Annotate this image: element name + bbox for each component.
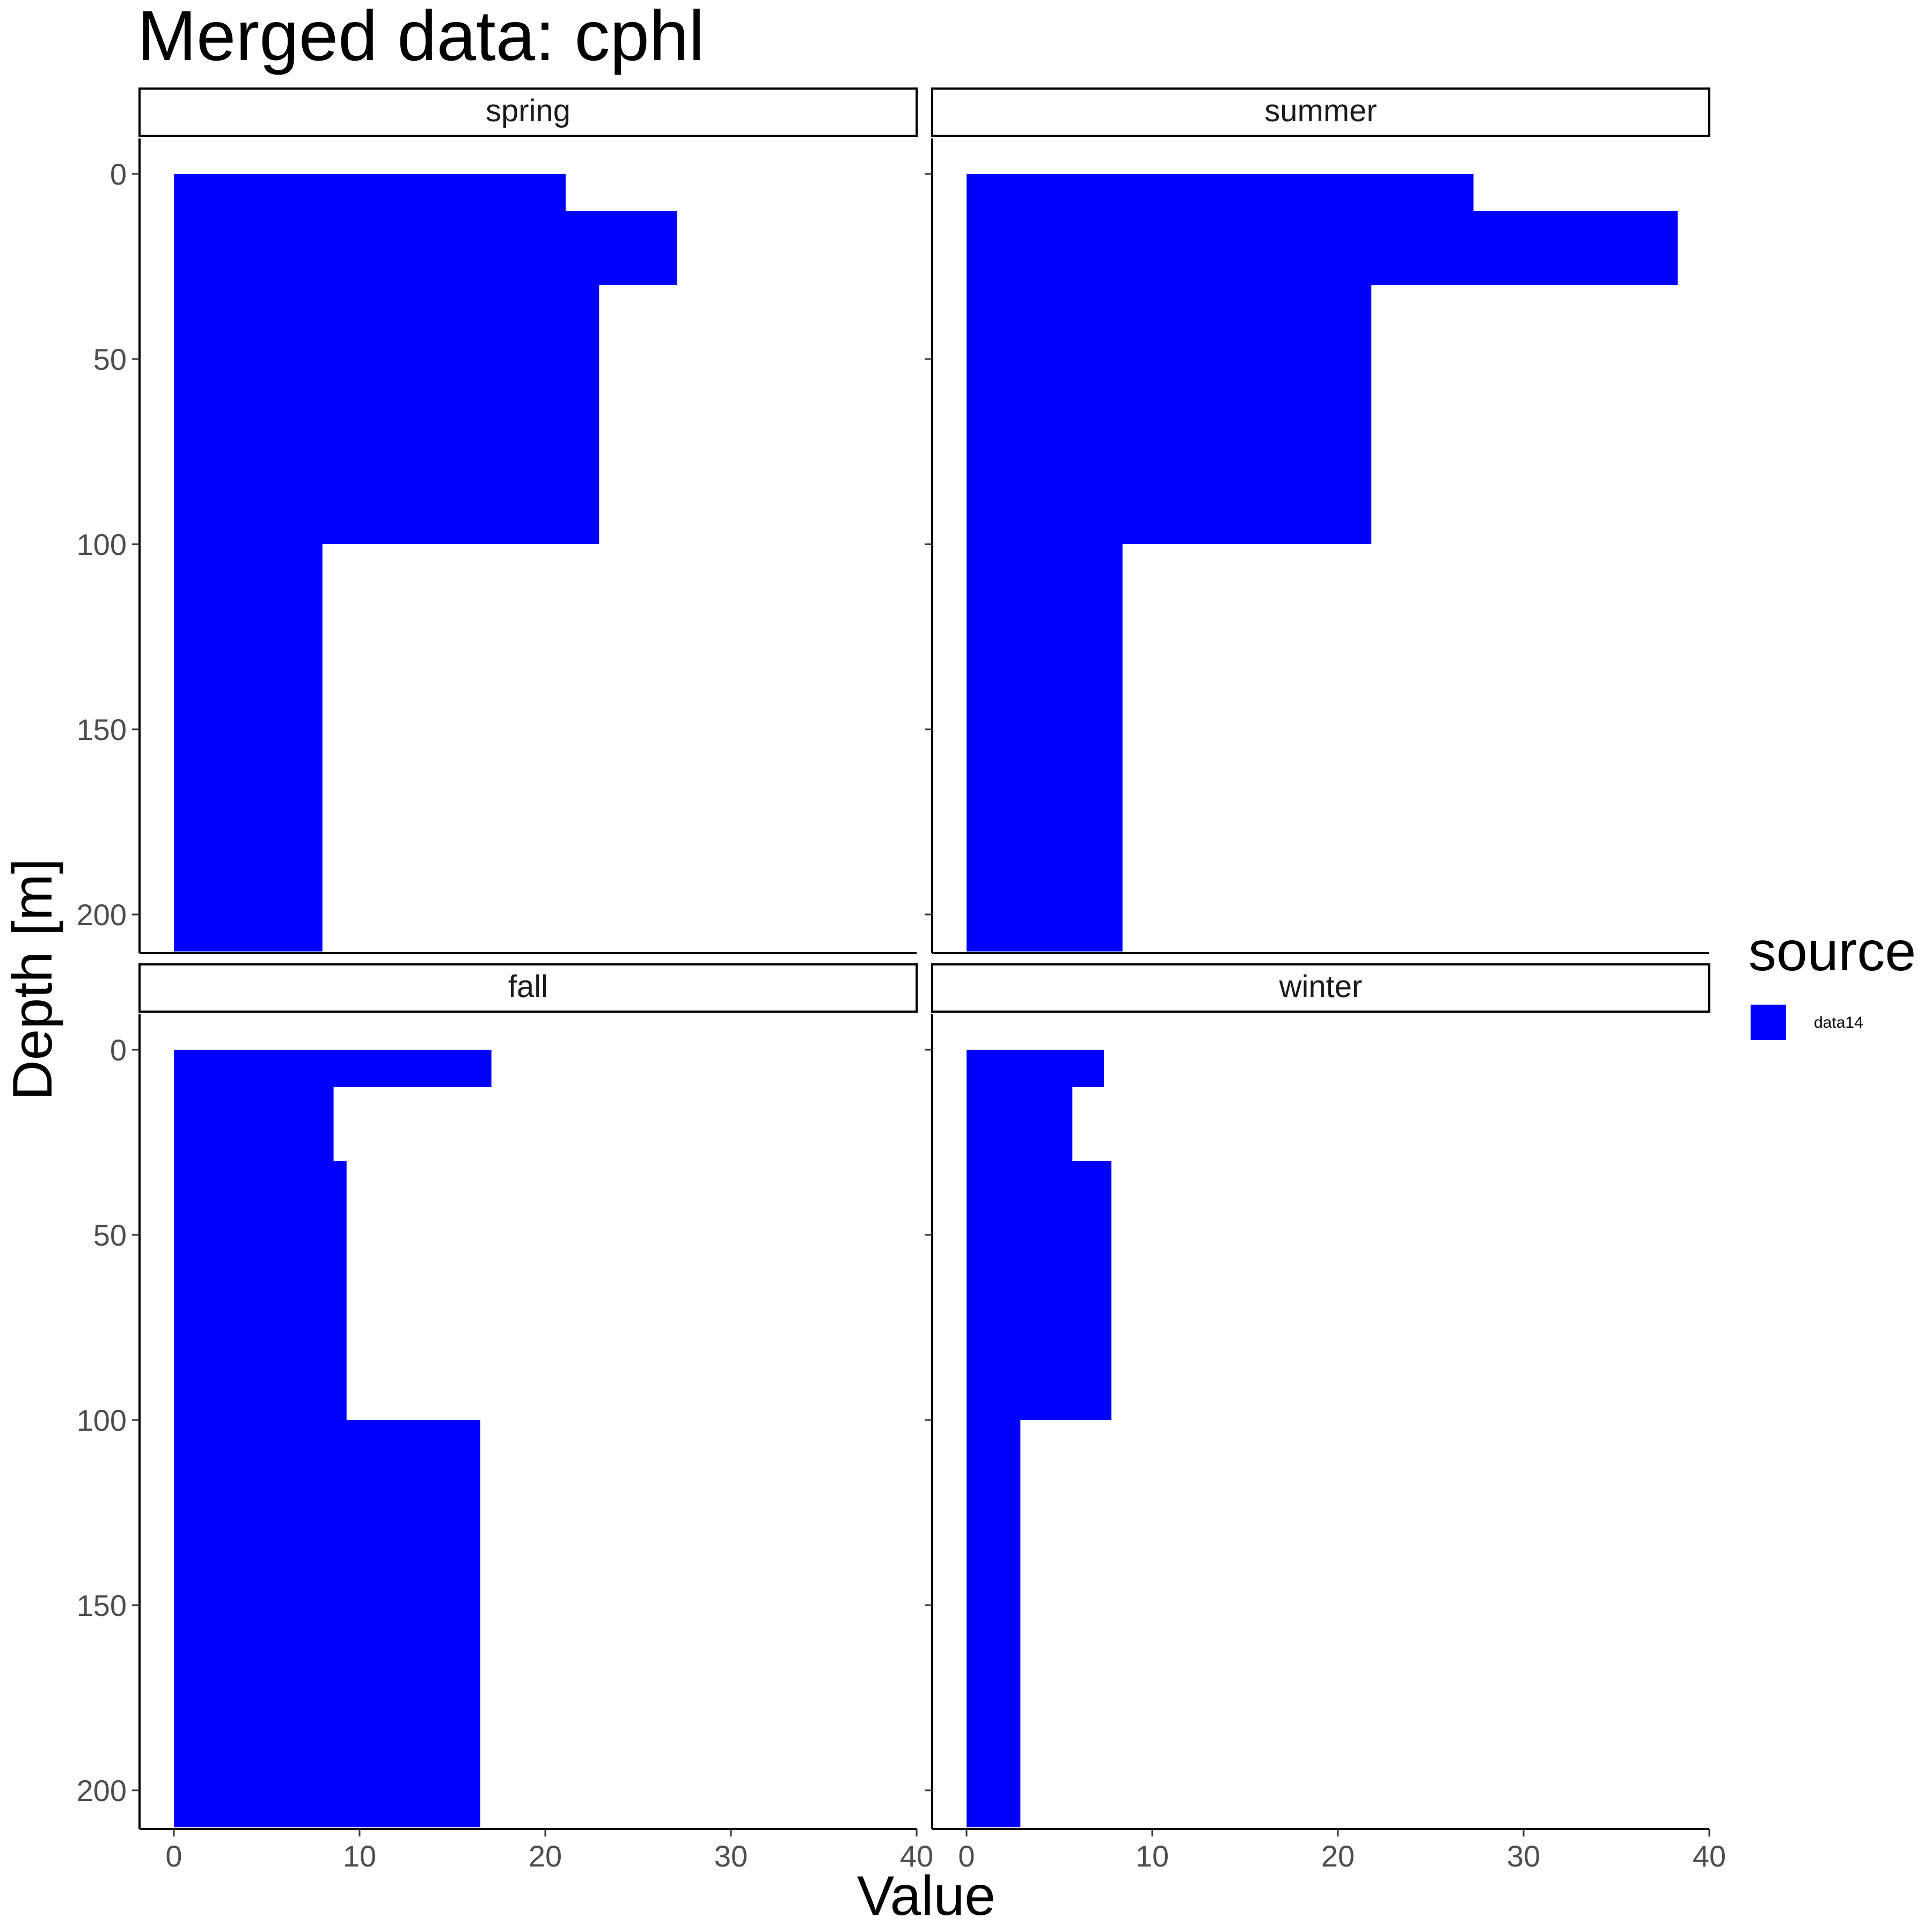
y-tick-label: 0: [110, 157, 127, 191]
bar: [174, 211, 677, 285]
facet-panels: spring050100150200summerfall050100150200…: [77, 87, 1726, 1873]
y-tick-label: 50: [93, 1218, 127, 1252]
bar: [967, 1087, 1073, 1161]
x-tick-label: 20: [1321, 1839, 1355, 1873]
legend: source data14: [1748, 920, 1916, 1040]
y-tick-label: 50: [93, 342, 127, 376]
bar: [174, 285, 599, 544]
bar: [967, 1420, 1021, 1827]
bar: [174, 1161, 347, 1420]
x-tick-label: 40: [900, 1839, 933, 1873]
x-axis-title: Value: [857, 1865, 996, 1927]
x-tick-label: 30: [714, 1839, 748, 1873]
bar: [174, 1087, 334, 1161]
y-tick-label: 100: [77, 1403, 127, 1437]
facet-strip: [138, 87, 918, 137]
legend-title: source: [1748, 920, 1916, 983]
facet-strip-label: summer: [1264, 93, 1377, 128]
legend-label: data14: [1814, 1014, 1863, 1031]
bar: [967, 211, 1678, 285]
y-tick-label: 200: [77, 898, 127, 932]
facet-strip: [138, 963, 918, 1013]
facet-panel-winter: winter 0 10 20 30 40: [925, 963, 1726, 1873]
bar: [967, 174, 1474, 211]
x-tick-label: 20: [529, 1839, 562, 1873]
facet-panel-fall: fall 0 50 100 150 200 0 10 20 30 40: [77, 963, 933, 1873]
legend-swatch: [1751, 1005, 1786, 1040]
y-tick-label: 150: [77, 713, 127, 747]
facet-panel-summer: summer: [925, 87, 1710, 954]
facet-strip-label: fall: [508, 969, 548, 1004]
bar: [174, 1420, 480, 1827]
facet-strip-label: winter: [1279, 969, 1363, 1004]
facet-strip-label: spring: [486, 93, 570, 128]
facet-panel-spring: spring 0 50 100 150 200: [77, 87, 918, 954]
y-tick-label: 200: [77, 1774, 127, 1807]
bar: [967, 544, 1123, 952]
x-tick-label: 30: [1507, 1839, 1540, 1873]
facet-strip: [931, 963, 1710, 1013]
chart-title: Merged data: cphl: [137, 0, 705, 75]
y-tick-label: 150: [77, 1589, 127, 1622]
bar: [967, 1050, 1104, 1087]
bar: [967, 1161, 1111, 1420]
y-axis-title: Depth [m]: [2, 859, 64, 1101]
facet-strip: [931, 87, 1710, 137]
bar: [174, 174, 566, 211]
y-tick-label: 0: [110, 1033, 127, 1067]
y-tick-label: 100: [77, 528, 127, 561]
x-tick-label: 40: [1693, 1839, 1726, 1873]
bar: [174, 1050, 492, 1087]
bar: [967, 285, 1372, 544]
x-tick-label: 10: [343, 1839, 376, 1873]
bar: [174, 544, 323, 952]
x-tick-label: 10: [1136, 1839, 1169, 1873]
x-tick-label: 0: [958, 1839, 975, 1873]
x-tick-label: 0: [165, 1839, 182, 1873]
